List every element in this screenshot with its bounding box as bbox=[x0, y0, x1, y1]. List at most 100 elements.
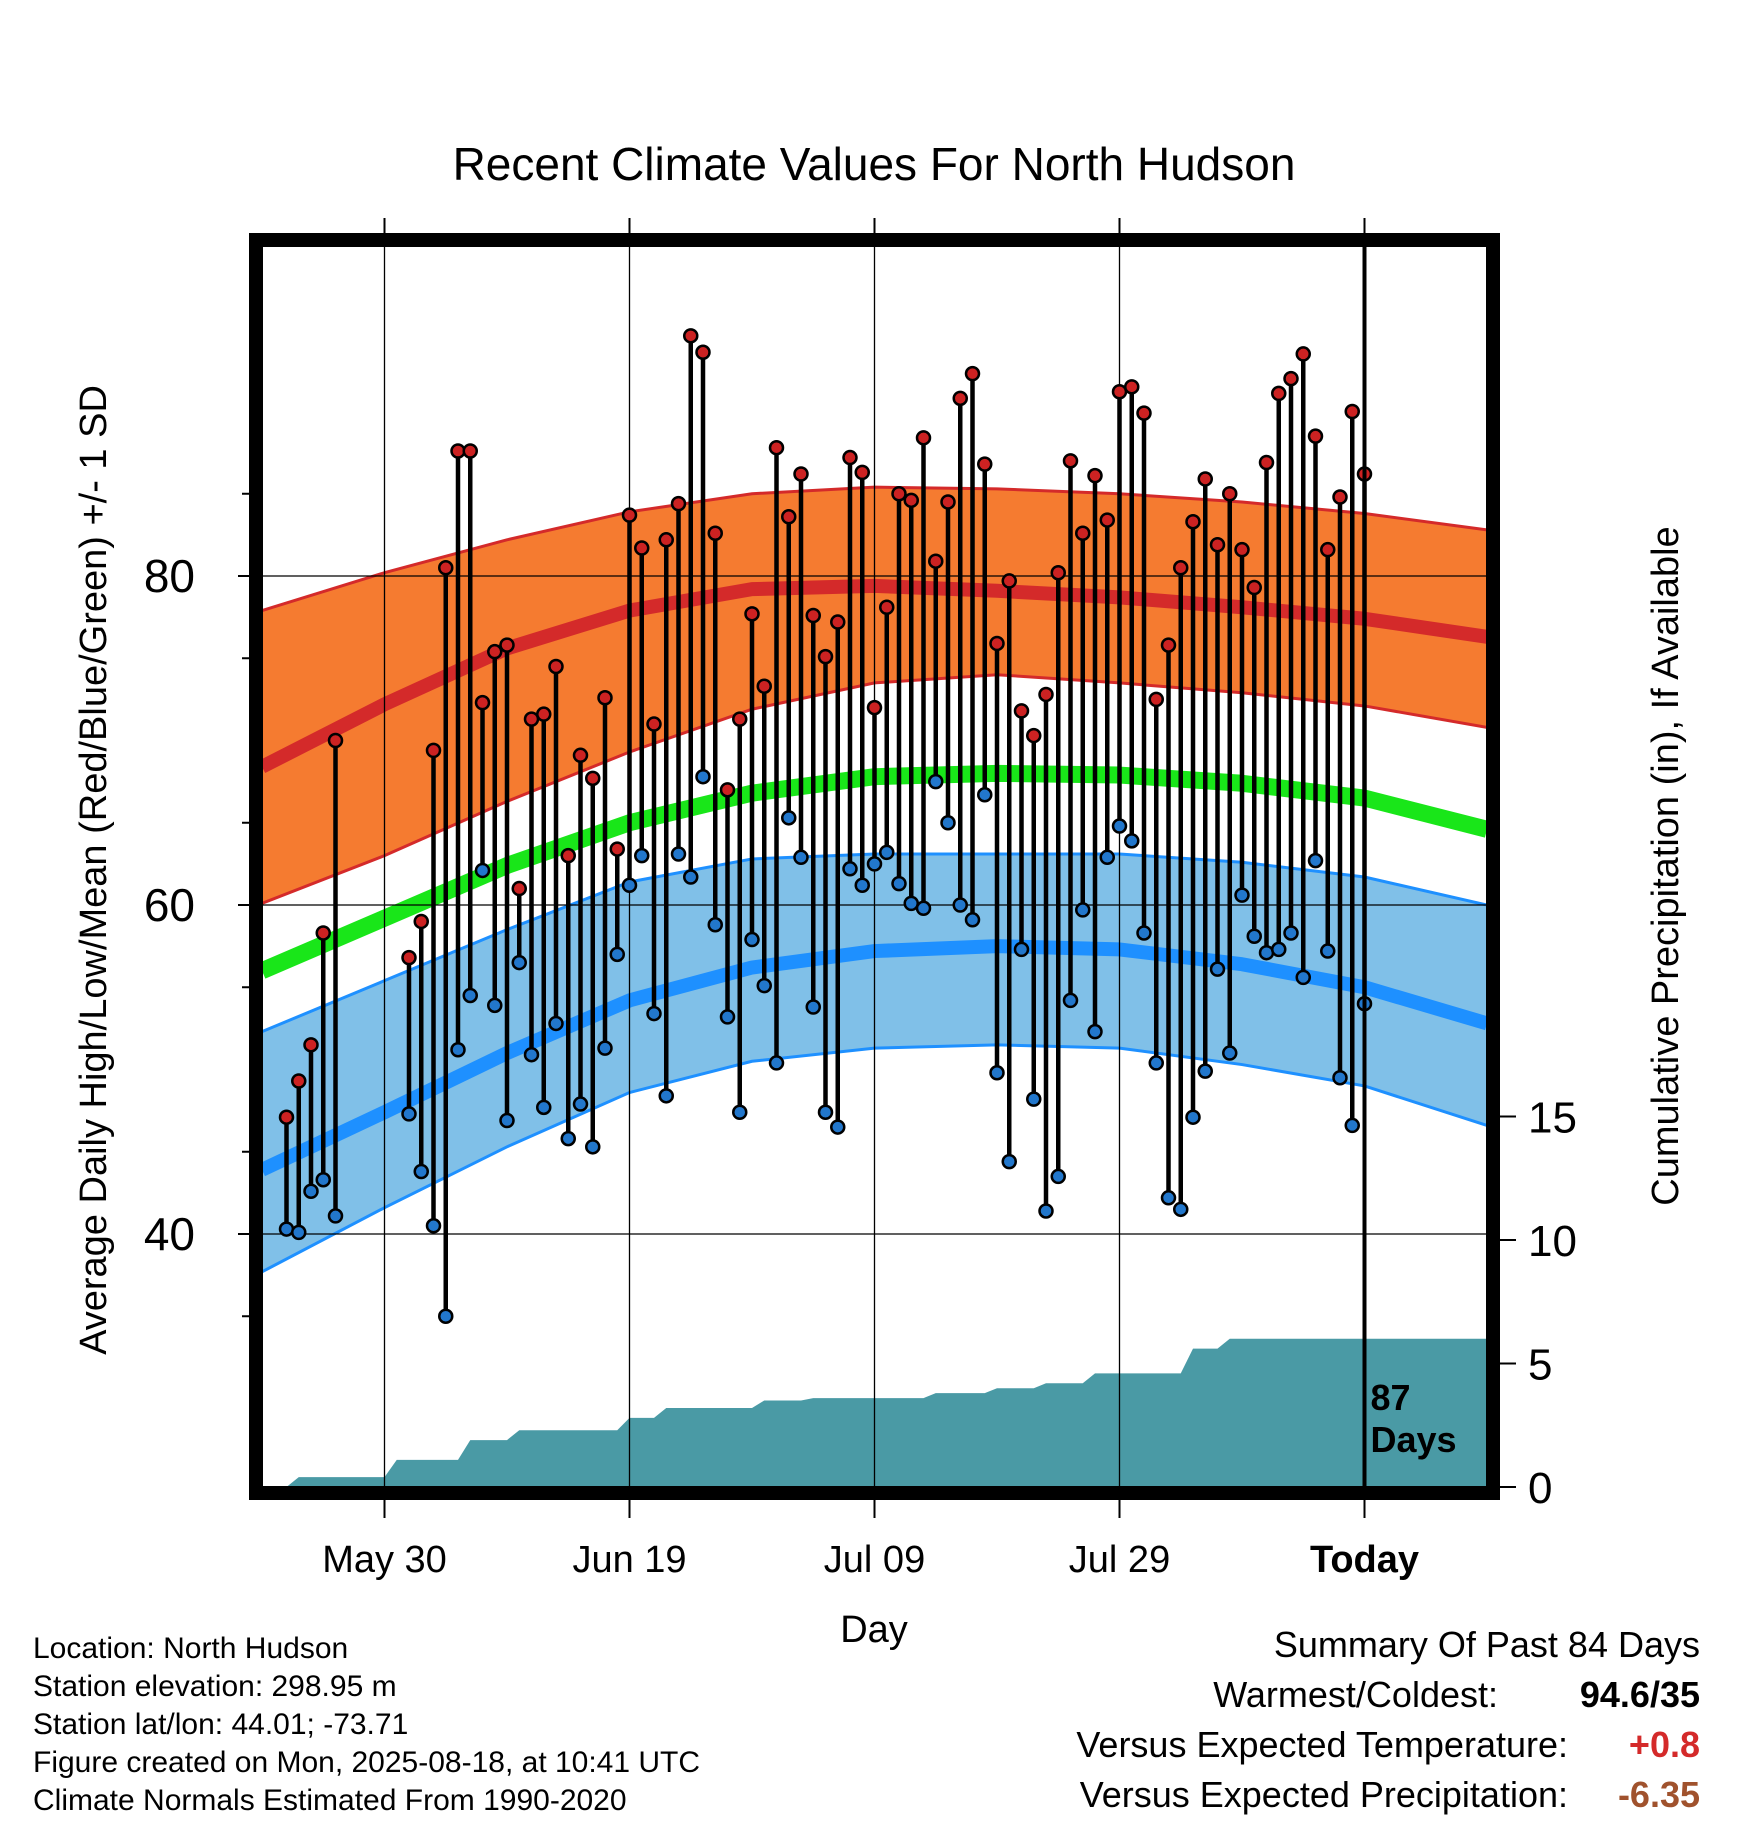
daily-high-point bbox=[474, 694, 491, 711]
daily-low-point bbox=[891, 875, 907, 892]
daily-low-point bbox=[450, 1042, 466, 1058]
daily-high-point bbox=[793, 466, 809, 482]
daily-low-point bbox=[830, 1119, 846, 1135]
daily-high-point bbox=[278, 1109, 295, 1125]
daily-high-point bbox=[1099, 512, 1115, 528]
daily-high-point bbox=[1062, 453, 1079, 469]
daily-low-point bbox=[413, 1163, 429, 1180]
daily-low-point bbox=[842, 861, 858, 877]
daily-high-point bbox=[303, 1037, 319, 1053]
daily-high-point bbox=[817, 648, 834, 665]
daily-high-point bbox=[1283, 370, 1299, 387]
y-tick-label: 80 bbox=[144, 550, 195, 602]
daily-low-point bbox=[1062, 992, 1079, 1009]
daily-low-point bbox=[1148, 1055, 1164, 1071]
precip-value: -6.35 bbox=[1617, 1774, 1700, 1815]
daily-low-point bbox=[511, 954, 527, 971]
daily-low-point bbox=[866, 856, 883, 872]
summary-title: Summary Of Past 84 Days bbox=[1273, 1624, 1700, 1665]
daily-low-point bbox=[1209, 961, 1226, 977]
x-tick-label: Jul 29 bbox=[1069, 1539, 1170, 1581]
daily-low-point bbox=[1087, 1023, 1103, 1040]
x-axis-label: Day bbox=[840, 1609, 908, 1651]
daily-low-point bbox=[315, 1171, 331, 1188]
daily-low-point bbox=[768, 1055, 785, 1071]
daily-low-point bbox=[781, 810, 797, 826]
daily-low-point bbox=[1075, 902, 1091, 918]
daily-high-point bbox=[1013, 703, 1030, 719]
daily-high-point bbox=[866, 699, 883, 716]
y-axis-label-left: Average Daily High/Low/Mean (Red/Blue/Gr… bbox=[73, 385, 115, 1355]
daily-low-point bbox=[609, 946, 625, 963]
daily-high-point bbox=[964, 365, 981, 382]
daily-high-point bbox=[1001, 573, 1017, 589]
daily-high-point bbox=[1075, 525, 1091, 541]
daily-low-point bbox=[1246, 928, 1262, 945]
daily-high-point bbox=[1160, 637, 1177, 653]
daily-low-point bbox=[585, 1139, 601, 1155]
daily-high-point bbox=[891, 486, 907, 502]
daily-high-point bbox=[621, 507, 638, 523]
daily-high-point bbox=[1258, 454, 1275, 471]
daily-low-point bbox=[817, 1104, 834, 1121]
daily-high-point bbox=[1124, 379, 1140, 395]
daily-low-point bbox=[621, 877, 638, 894]
daily-high-point bbox=[1185, 513, 1201, 530]
daily-low-point bbox=[646, 1005, 662, 1022]
y-right-tick-label: 10 bbox=[1528, 1217, 1577, 1266]
daily-low-point bbox=[1234, 887, 1250, 903]
daily-high-point bbox=[683, 328, 699, 344]
daily-high-point bbox=[1246, 579, 1262, 596]
daily-low-point bbox=[989, 1065, 1005, 1081]
daily-high-point bbox=[1332, 489, 1348, 505]
warm-cold-label: Warmest/Coldest: bbox=[1213, 1674, 1498, 1715]
daily-high-point bbox=[670, 495, 687, 512]
elevation-text: Station elevation: 298.95 m bbox=[33, 1670, 397, 1703]
daily-high-point bbox=[744, 606, 760, 622]
daily-low-point bbox=[1197, 1063, 1213, 1079]
daily-low-point bbox=[1173, 1201, 1189, 1218]
daily-low-point bbox=[1258, 944, 1275, 961]
daily-low-point bbox=[1111, 818, 1128, 834]
daily-low-point bbox=[1222, 1045, 1238, 1061]
daily-low-point bbox=[1344, 1117, 1360, 1134]
daily-high-point bbox=[719, 782, 736, 798]
daily-low-point bbox=[1160, 1190, 1177, 1206]
daily-low-point bbox=[658, 1088, 674, 1104]
daily-low-point bbox=[928, 773, 944, 790]
daily-high-point bbox=[634, 540, 650, 556]
daily-high-point bbox=[695, 344, 711, 361]
daily-high-point bbox=[1344, 403, 1360, 420]
daily-high-point bbox=[915, 430, 932, 446]
daily-low-point bbox=[1136, 925, 1152, 941]
today-days-label: 87 bbox=[1371, 1377, 1411, 1418]
daily-high-point bbox=[597, 689, 613, 706]
daily-high-point bbox=[854, 464, 870, 481]
daily-low-point bbox=[560, 1130, 576, 1147]
daily-low-point bbox=[695, 768, 711, 785]
daily-high-point bbox=[1050, 564, 1066, 581]
daily-low-point bbox=[1320, 943, 1336, 959]
daily-high-point bbox=[768, 439, 785, 456]
daily-low-point bbox=[793, 849, 809, 866]
temp-value: +0.8 bbox=[1628, 1724, 1700, 1765]
daily-high-point bbox=[646, 716, 662, 732]
daily-high-point bbox=[1136, 405, 1152, 421]
x-tick-label: Jun 19 bbox=[572, 1539, 686, 1581]
daily-high-point bbox=[1271, 385, 1287, 402]
daily-high-point bbox=[536, 706, 552, 722]
daily-low-point bbox=[572, 1096, 589, 1112]
daily-low-point bbox=[1124, 833, 1140, 849]
daily-low-point bbox=[952, 897, 968, 913]
daily-low-point bbox=[683, 869, 699, 885]
daily-high-point bbox=[781, 509, 797, 525]
daily-high-point bbox=[291, 1073, 307, 1089]
daily-high-point bbox=[1209, 536, 1226, 553]
daily-low-point bbox=[597, 1040, 613, 1056]
daily-low-point bbox=[1001, 1153, 1017, 1170]
daily-low-point bbox=[1332, 1069, 1348, 1086]
daily-low-point bbox=[732, 1104, 748, 1121]
daily-high-point bbox=[560, 847, 576, 864]
created-text: Figure created on Mon, 2025-08-18, at 10… bbox=[33, 1746, 701, 1779]
